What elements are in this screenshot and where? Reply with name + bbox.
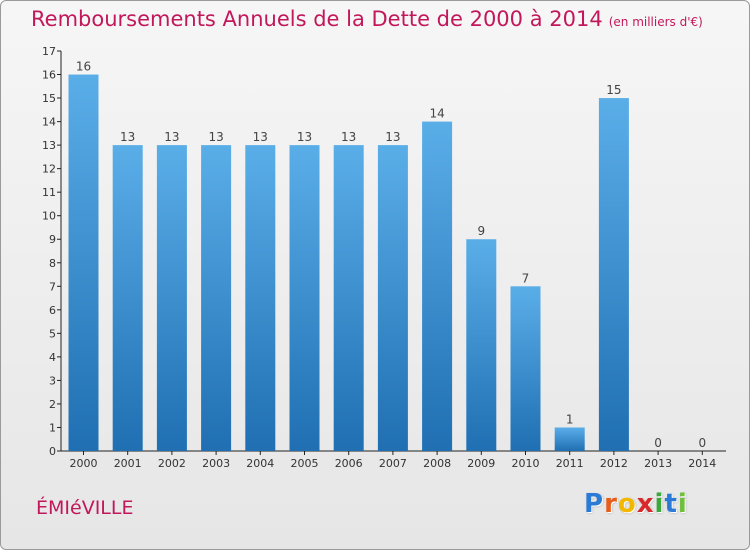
y-tick-label: 2 bbox=[49, 398, 56, 411]
y-tick-label: 8 bbox=[49, 257, 56, 270]
proxiti-logo: Proxiti bbox=[584, 489, 688, 519]
chart-title: Remboursements Annuels de la Dette de 20… bbox=[31, 7, 703, 31]
x-tick-label: 2000 bbox=[70, 457, 98, 470]
y-tick-label: 7 bbox=[49, 280, 56, 293]
x-tick-label: 2010 bbox=[512, 457, 540, 470]
bar-2008 bbox=[422, 121, 453, 452]
x-tick-label: 2002 bbox=[158, 457, 186, 470]
data-label: 7 bbox=[522, 271, 530, 285]
data-label: 15 bbox=[606, 83, 621, 97]
y-tick-label: 5 bbox=[49, 327, 56, 340]
y-tick-label: 10 bbox=[42, 210, 56, 223]
x-tick-label: 2014 bbox=[688, 457, 716, 470]
logo-letter: r bbox=[604, 489, 618, 519]
data-label: 13 bbox=[253, 130, 268, 144]
x-tick-label: 2008 bbox=[423, 457, 451, 470]
bar-2012 bbox=[598, 98, 629, 451]
y-tick-label: 6 bbox=[49, 304, 56, 317]
data-label: 16 bbox=[76, 60, 91, 74]
x-tick-label: 2001 bbox=[114, 457, 142, 470]
y-tick-label: 17 bbox=[42, 45, 56, 58]
bar-2007 bbox=[377, 145, 408, 451]
y-tick-label: 12 bbox=[42, 163, 56, 176]
logo-letter: P bbox=[584, 489, 605, 519]
bar-2001 bbox=[112, 145, 143, 451]
bar-2000 bbox=[68, 74, 99, 451]
bar-2011 bbox=[554, 427, 585, 451]
data-label: 13 bbox=[120, 130, 135, 144]
x-tick-label: 2011 bbox=[556, 457, 584, 470]
logo-letter: t bbox=[664, 489, 678, 519]
data-label: 9 bbox=[477, 224, 485, 238]
data-label: 14 bbox=[429, 107, 444, 121]
bar-2009 bbox=[466, 239, 497, 451]
x-tick-label: 2005 bbox=[291, 457, 319, 470]
bar-2010 bbox=[510, 286, 541, 451]
x-tick-label: 2003 bbox=[202, 457, 230, 470]
y-tick-label: 11 bbox=[42, 186, 56, 199]
y-tick-label: 16 bbox=[42, 69, 56, 82]
bar-2005 bbox=[289, 145, 320, 451]
y-tick-label: 9 bbox=[49, 233, 56, 246]
data-label: 1 bbox=[566, 412, 574, 426]
data-label: 13 bbox=[208, 130, 223, 144]
y-tick-label: 1 bbox=[49, 421, 56, 434]
x-tick-label: 2012 bbox=[600, 457, 628, 470]
data-label: 13 bbox=[385, 130, 400, 144]
data-label: 0 bbox=[698, 436, 706, 450]
data-label: 13 bbox=[164, 130, 179, 144]
x-tick-label: 2006 bbox=[335, 457, 363, 470]
x-tick-label: 2009 bbox=[467, 457, 495, 470]
y-tick-label: 3 bbox=[49, 374, 56, 387]
bar-2004 bbox=[245, 145, 276, 451]
data-label: 0 bbox=[654, 436, 662, 450]
logo-letter: x bbox=[636, 489, 655, 519]
y-tick-label: 15 bbox=[42, 92, 56, 105]
logo-letter: i bbox=[677, 489, 688, 519]
bar-2006 bbox=[333, 145, 364, 451]
x-tick-label: 2013 bbox=[644, 457, 672, 470]
y-tick-label: 13 bbox=[42, 139, 56, 152]
x-tick-label: 2007 bbox=[379, 457, 407, 470]
bar-2003 bbox=[201, 145, 232, 451]
data-label: 13 bbox=[297, 130, 312, 144]
chart-title-text: Remboursements Annuels de la Dette de 20… bbox=[31, 7, 603, 31]
commune-name: ÉMIéVILLE bbox=[36, 497, 134, 519]
bar-2002 bbox=[156, 145, 187, 451]
logo-letter: i bbox=[654, 489, 665, 519]
y-tick-label: 4 bbox=[49, 351, 56, 364]
data-label: 13 bbox=[341, 130, 356, 144]
logo-letter: o bbox=[617, 489, 637, 519]
chart-subtitle: (en milliers d'€) bbox=[608, 15, 703, 29]
x-tick-label: 2004 bbox=[246, 457, 274, 470]
y-tick-label: 0 bbox=[49, 445, 56, 458]
y-tick-label: 14 bbox=[42, 116, 56, 129]
